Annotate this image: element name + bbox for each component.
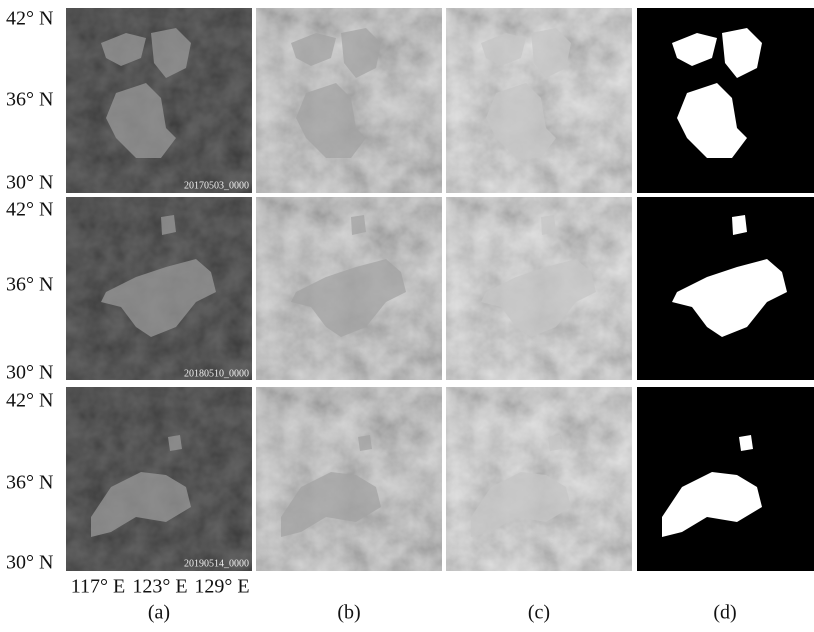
- lat-label: 30° N: [6, 172, 53, 194]
- lon-label: 117° E: [71, 576, 125, 598]
- image-panel: [66, 8, 252, 193]
- fog-mask: [662, 435, 762, 537]
- lat-label: 30° N: [6, 362, 53, 384]
- fog-region: [481, 28, 571, 158]
- lat-label: 36° N: [6, 274, 53, 296]
- fog-region: [481, 215, 596, 337]
- lat-label: 30° N: [6, 552, 53, 574]
- lon-label: 123° E: [132, 576, 187, 598]
- lat-label: 36° N: [6, 472, 53, 494]
- image-panel: [256, 8, 442, 193]
- lat-label: 42° N: [6, 8, 53, 30]
- lat-label: 42° N: [6, 390, 53, 412]
- image-panel: [66, 197, 252, 380]
- image-panel: [256, 197, 442, 380]
- lat-label: 42° N: [6, 199, 53, 221]
- image-panel: [446, 8, 632, 193]
- fog-region: [281, 435, 381, 537]
- fog-mask: [672, 28, 762, 158]
- timestamp: 20170503_0000: [184, 180, 249, 191]
- panel-label: (b): [337, 602, 360, 624]
- fog-region: [471, 435, 571, 537]
- fog-region: [101, 215, 216, 337]
- image-panel: [446, 197, 632, 380]
- image-panel: [637, 8, 814, 193]
- image-panel: [66, 387, 252, 571]
- panel-label: (c): [528, 602, 550, 624]
- lon-label: 129° E: [194, 576, 249, 598]
- fog-region: [291, 215, 406, 337]
- fog-mask: [672, 215, 787, 337]
- timestamp: 20180510_0000: [184, 368, 249, 379]
- timestamp: 20190514_0000: [184, 558, 249, 569]
- fog-region: [101, 28, 191, 158]
- panel-label: (a): [148, 602, 170, 624]
- fog-region: [291, 28, 381, 158]
- lat-label: 36° N: [6, 89, 53, 111]
- image-panel: [637, 387, 814, 571]
- image-panel: [446, 387, 632, 571]
- fog-region: [91, 435, 191, 537]
- panel-grid: [66, 8, 814, 571]
- image-panel: [256, 387, 442, 571]
- image-panel: [637, 197, 814, 380]
- panel-label: (d): [713, 602, 736, 624]
